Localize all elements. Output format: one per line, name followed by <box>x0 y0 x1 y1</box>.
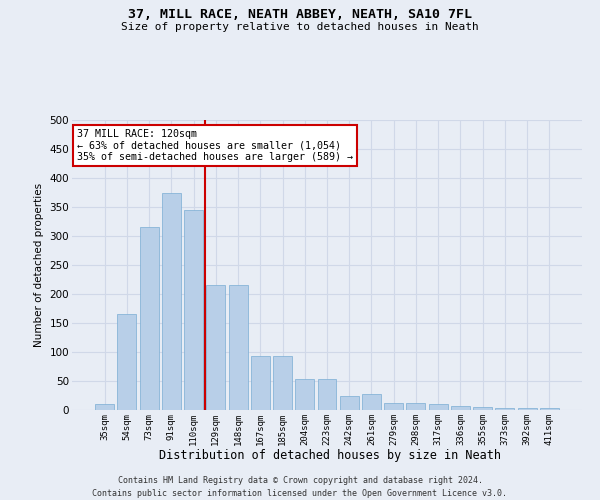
Text: 37 MILL RACE: 120sqm
← 63% of detached houses are smaller (1,054)
35% of semi-de: 37 MILL RACE: 120sqm ← 63% of detached h… <box>77 128 353 162</box>
Bar <box>184 210 203 410</box>
Bar <box>140 228 158 410</box>
Text: Distribution of detached houses by size in Neath: Distribution of detached houses by size … <box>159 448 501 462</box>
Bar <box>384 403 403 410</box>
Text: 37, MILL RACE, NEATH ABBEY, NEATH, SA10 7FL: 37, MILL RACE, NEATH ABBEY, NEATH, SA10 … <box>128 8 472 20</box>
Bar <box>518 408 536 410</box>
Bar <box>496 408 514 410</box>
Bar <box>95 404 114 410</box>
Y-axis label: Number of detached properties: Number of detached properties <box>34 183 44 347</box>
Bar <box>540 408 559 410</box>
Text: Contains HM Land Registry data © Crown copyright and database right 2024.
Contai: Contains HM Land Registry data © Crown c… <box>92 476 508 498</box>
Bar <box>451 406 470 410</box>
Bar <box>229 286 248 410</box>
Bar <box>118 314 136 410</box>
Bar <box>362 394 381 410</box>
Bar <box>273 356 292 410</box>
Bar <box>206 286 225 410</box>
Bar <box>429 404 448 410</box>
Text: Size of property relative to detached houses in Neath: Size of property relative to detached ho… <box>121 22 479 32</box>
Bar <box>473 407 492 410</box>
Bar <box>406 403 425 410</box>
Bar <box>317 378 337 410</box>
Bar <box>162 192 181 410</box>
Bar <box>340 396 359 410</box>
Bar <box>295 378 314 410</box>
Bar <box>251 356 270 410</box>
